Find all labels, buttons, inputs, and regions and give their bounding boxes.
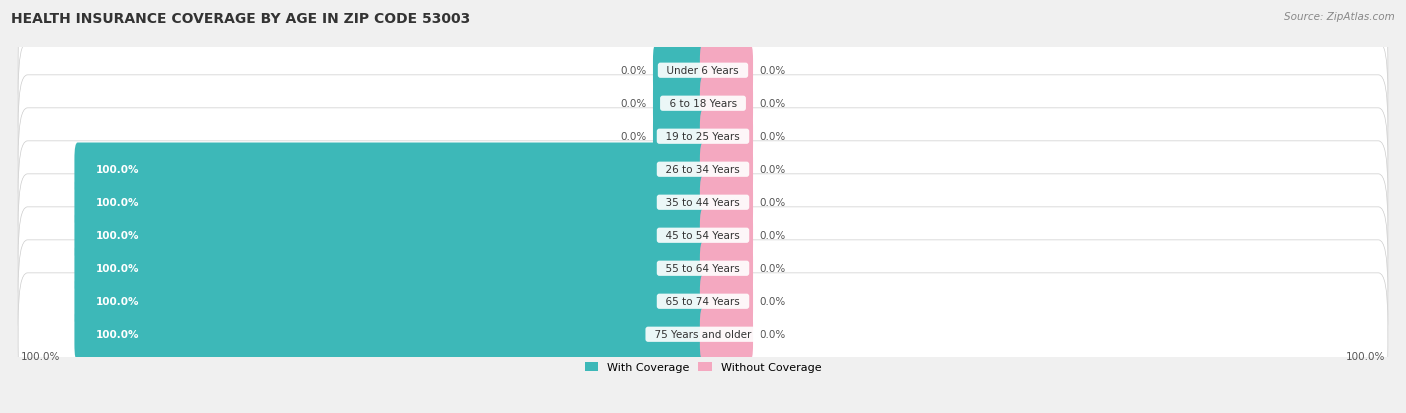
FancyBboxPatch shape [18, 43, 1388, 165]
FancyBboxPatch shape [700, 242, 754, 295]
Text: 0.0%: 0.0% [620, 66, 647, 76]
Text: Source: ZipAtlas.com: Source: ZipAtlas.com [1284, 12, 1395, 22]
Text: 0.0%: 0.0% [759, 330, 786, 339]
Text: 100.0%: 100.0% [96, 165, 139, 175]
FancyBboxPatch shape [18, 174, 1388, 297]
Text: 26 to 34 Years: 26 to 34 Years [659, 165, 747, 175]
Text: 100.0%: 100.0% [1346, 351, 1385, 361]
Text: 100.0%: 100.0% [96, 297, 139, 306]
Text: 0.0%: 0.0% [759, 165, 786, 175]
Text: 0.0%: 0.0% [759, 132, 786, 142]
FancyBboxPatch shape [18, 142, 1388, 264]
FancyBboxPatch shape [18, 273, 1388, 396]
FancyBboxPatch shape [18, 109, 1388, 231]
FancyBboxPatch shape [700, 77, 754, 131]
FancyBboxPatch shape [75, 242, 706, 295]
Text: 19 to 25 Years: 19 to 25 Years [659, 132, 747, 142]
FancyBboxPatch shape [18, 240, 1388, 363]
FancyBboxPatch shape [75, 143, 706, 197]
Text: 0.0%: 0.0% [759, 231, 786, 241]
FancyBboxPatch shape [75, 308, 706, 361]
Text: 0.0%: 0.0% [620, 99, 647, 109]
FancyBboxPatch shape [18, 76, 1388, 198]
FancyBboxPatch shape [652, 77, 706, 131]
FancyBboxPatch shape [700, 44, 754, 98]
FancyBboxPatch shape [652, 44, 706, 98]
Text: 100.0%: 100.0% [96, 231, 139, 241]
Text: 0.0%: 0.0% [759, 263, 786, 273]
FancyBboxPatch shape [700, 308, 754, 361]
Text: HEALTH INSURANCE COVERAGE BY AGE IN ZIP CODE 53003: HEALTH INSURANCE COVERAGE BY AGE IN ZIP … [11, 12, 471, 26]
Text: 0.0%: 0.0% [759, 66, 786, 76]
Text: 100.0%: 100.0% [96, 263, 139, 273]
Text: 0.0%: 0.0% [759, 198, 786, 208]
FancyBboxPatch shape [700, 275, 754, 328]
Text: Under 6 Years: Under 6 Years [661, 66, 745, 76]
Legend: With Coverage, Without Coverage: With Coverage, Without Coverage [581, 357, 825, 377]
FancyBboxPatch shape [75, 275, 706, 328]
Text: 0.0%: 0.0% [759, 99, 786, 109]
FancyBboxPatch shape [18, 207, 1388, 330]
Text: 100.0%: 100.0% [21, 351, 60, 361]
Text: 55 to 64 Years: 55 to 64 Years [659, 263, 747, 273]
FancyBboxPatch shape [700, 143, 754, 197]
Text: 6 to 18 Years: 6 to 18 Years [662, 99, 744, 109]
Text: 35 to 44 Years: 35 to 44 Years [659, 198, 747, 208]
Text: 45 to 54 Years: 45 to 54 Years [659, 231, 747, 241]
Text: 75 Years and older: 75 Years and older [648, 330, 758, 339]
FancyBboxPatch shape [700, 209, 754, 262]
Text: 65 to 74 Years: 65 to 74 Years [659, 297, 747, 306]
FancyBboxPatch shape [18, 10, 1388, 132]
Text: 0.0%: 0.0% [620, 132, 647, 142]
FancyBboxPatch shape [700, 110, 754, 164]
FancyBboxPatch shape [700, 176, 754, 229]
FancyBboxPatch shape [652, 110, 706, 164]
Text: 100.0%: 100.0% [96, 330, 139, 339]
Text: 100.0%: 100.0% [96, 198, 139, 208]
FancyBboxPatch shape [75, 209, 706, 262]
FancyBboxPatch shape [75, 176, 706, 229]
Text: 0.0%: 0.0% [759, 297, 786, 306]
